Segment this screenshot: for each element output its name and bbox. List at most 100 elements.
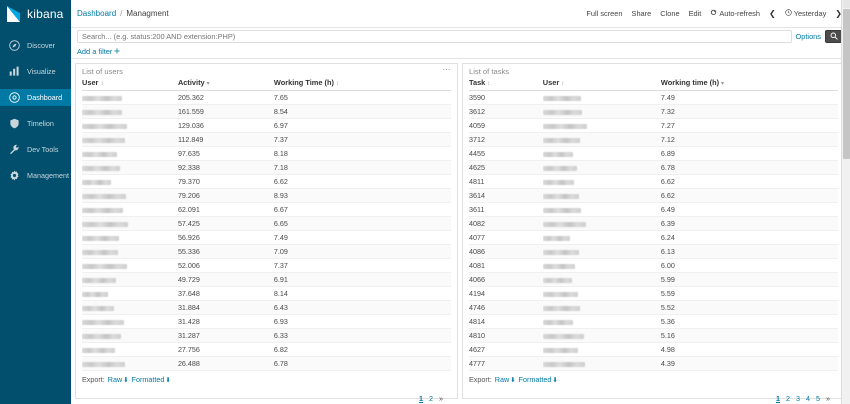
cell-working-time: 6.65 xyxy=(273,216,451,231)
page-next-button[interactable]: » xyxy=(439,394,443,403)
search-submit-button[interactable] xyxy=(825,30,842,43)
table-row[interactable]: 205.362 7.65 xyxy=(82,90,451,105)
export-formatted-link[interactable]: Formatted ⬇ xyxy=(519,375,558,384)
edit-button[interactable]: Edit xyxy=(688,9,702,18)
table-row[interactable]: 4810 5.16 xyxy=(469,328,838,343)
table-row[interactable]: 57.425 6.65 xyxy=(82,216,451,231)
table-row[interactable]: 4625 6.78 xyxy=(469,160,838,175)
brand-logo[interactable]: kibana xyxy=(0,0,71,28)
table-row[interactable]: 62.091 6.67 xyxy=(82,202,451,217)
page-link-3[interactable]: 3 xyxy=(796,394,800,403)
search-input[interactable] xyxy=(77,30,792,43)
page-link-1[interactable]: 1 xyxy=(419,394,423,403)
table-row[interactable]: 161.559 8.54 xyxy=(82,104,451,119)
table-row[interactable]: 4746 5.52 xyxy=(469,300,838,315)
page-next-button[interactable]: » xyxy=(826,394,830,403)
table-row[interactable]: 97.635 8.18 xyxy=(82,146,451,161)
table-row[interactable]: 4811 6.62 xyxy=(469,174,838,189)
table-row[interactable]: 4627 4.98 xyxy=(469,342,838,357)
top-bar-actions: Full screen Share Clone Edit Auto-refres… xyxy=(586,9,842,18)
column-header-user[interactable]: User ↕ xyxy=(542,76,661,91)
table-row[interactable]: 4086 6.13 xyxy=(469,244,838,259)
breadcrumb-dashboard[interactable]: Dashboard xyxy=(77,9,117,18)
sidebar-item-management[interactable]: Management xyxy=(0,167,71,184)
sidebar-item-dashboard[interactable]: Dashboard xyxy=(0,89,71,106)
table-row[interactable]: 4059 7.27 xyxy=(469,118,838,133)
gear-icon xyxy=(9,170,20,181)
export-formatted-link[interactable]: Formatted ⬇ xyxy=(132,375,171,384)
scrollbar-thumb[interactable] xyxy=(843,9,850,159)
table-row[interactable]: 26.488 6.78 xyxy=(82,356,451,371)
sidebar-item-dev-tools[interactable]: Dev Tools xyxy=(0,141,71,158)
table-row[interactable]: 4077 6.24 xyxy=(469,230,838,245)
cell-activity: 37.648 xyxy=(177,286,274,301)
column-header-activity[interactable]: Activity ▾ xyxy=(177,76,274,91)
table-row[interactable]: 4777 4.39 xyxy=(469,356,838,371)
cell-task: 3612 xyxy=(469,104,543,119)
table-row[interactable]: 3611 6.49 xyxy=(469,202,838,217)
ellipsis-icon[interactable]: ⋯ xyxy=(442,65,451,74)
clone-button[interactable]: Clone xyxy=(660,9,680,18)
table-row[interactable]: 27.756 6.82 xyxy=(82,342,451,357)
sidebar-item-label: Dashboard xyxy=(27,93,63,102)
page-link-2[interactable]: 2 xyxy=(429,394,433,403)
redacted-user-name xyxy=(82,123,127,129)
page-link-2[interactable]: 2 xyxy=(786,394,790,403)
options-link[interactable]: Options xyxy=(795,32,821,41)
table-row[interactable]: 4455 6.89 xyxy=(469,146,838,161)
table-row[interactable]: 3612 7.32 xyxy=(469,104,838,119)
table-row[interactable]: 31.287 6.33 xyxy=(82,328,451,343)
chevron-right-icon[interactable]: ❯ xyxy=(835,9,842,18)
table-row[interactable]: 31.884 6.43 xyxy=(82,300,451,315)
table-row[interactable]: 31.428 6.93 xyxy=(82,314,451,329)
redacted-user-name xyxy=(82,151,117,157)
table-row[interactable]: 129.036 6.97 xyxy=(82,118,451,133)
table-row[interactable]: 4194 5.59 xyxy=(469,286,838,301)
cell-working-time: 5.99 xyxy=(660,272,838,287)
table-row[interactable]: 79.370 6.62 xyxy=(82,174,451,189)
time-range-button[interactable]: Yesterday xyxy=(784,9,826,18)
cell-user xyxy=(542,160,661,175)
table-row[interactable]: 55.336 7.09 xyxy=(82,244,451,259)
table-row[interactable]: 52.006 7.37 xyxy=(82,258,451,273)
export-raw-link[interactable]: Raw ⬇ xyxy=(495,375,516,384)
share-button[interactable]: Share xyxy=(631,9,652,18)
redacted-user-name xyxy=(542,95,581,101)
add-filter-button[interactable]: Add a filter xyxy=(77,47,120,56)
table-row[interactable]: 4814 5.36 xyxy=(469,314,838,329)
export-raw-link[interactable]: Raw ⬇ xyxy=(108,375,129,384)
table-row[interactable]: 92.338 7.18 xyxy=(82,160,451,175)
auto-refresh-button[interactable]: Auto-refresh xyxy=(710,9,760,18)
cell-working-time: 7.65 xyxy=(273,90,451,105)
table-row[interactable]: 56.926 7.49 xyxy=(82,230,451,245)
column-header-working-time[interactable]: Working Time (h) ↕ xyxy=(273,76,451,91)
table-row[interactable]: 4081 6.00 xyxy=(469,258,838,273)
table-row[interactable]: 79.206 8.93 xyxy=(82,188,451,203)
table-row[interactable]: 112.849 7.37 xyxy=(82,132,451,147)
sidebar-item-visualize[interactable]: Visualize xyxy=(0,63,71,80)
table-row[interactable]: 37.648 8.14 xyxy=(82,286,451,301)
column-header-working-time[interactable]: Working time (h) ▾ xyxy=(660,76,838,91)
table-row[interactable]: 3712 7.12 xyxy=(469,132,838,147)
page-link-1[interactable]: 1 xyxy=(776,394,780,403)
full-screen-button[interactable]: Full screen xyxy=(586,9,623,18)
page-scrollbar[interactable] xyxy=(841,0,850,404)
page-link-5[interactable]: 5 xyxy=(816,394,820,403)
sidebar-item-discover[interactable]: Discover xyxy=(0,37,71,54)
page-link-4[interactable]: 4 xyxy=(806,394,810,403)
scroll-up-arrow[interactable] xyxy=(843,0,850,8)
column-header-user[interactable]: User ↕ xyxy=(82,76,178,91)
cell-working-time: 5.36 xyxy=(660,314,838,329)
table-row[interactable]: 3614 6.62 xyxy=(469,188,838,203)
column-header-task[interactable]: Task ↕ xyxy=(469,76,543,91)
chevron-left-icon[interactable]: ❮ xyxy=(768,9,776,18)
sidebar-item-timelion[interactable]: Timelion xyxy=(0,115,71,132)
table-row[interactable]: 3590 7.49 xyxy=(469,90,838,105)
cell-user xyxy=(82,188,178,203)
redacted-user-name xyxy=(542,235,570,241)
cell-working-time: 8.14 xyxy=(273,286,451,301)
table-row[interactable]: 4066 5.99 xyxy=(469,272,838,287)
redacted-user-name xyxy=(542,165,577,171)
table-row[interactable]: 49.729 6.91 xyxy=(82,272,451,287)
table-row[interactable]: 4082 6.39 xyxy=(469,216,838,231)
